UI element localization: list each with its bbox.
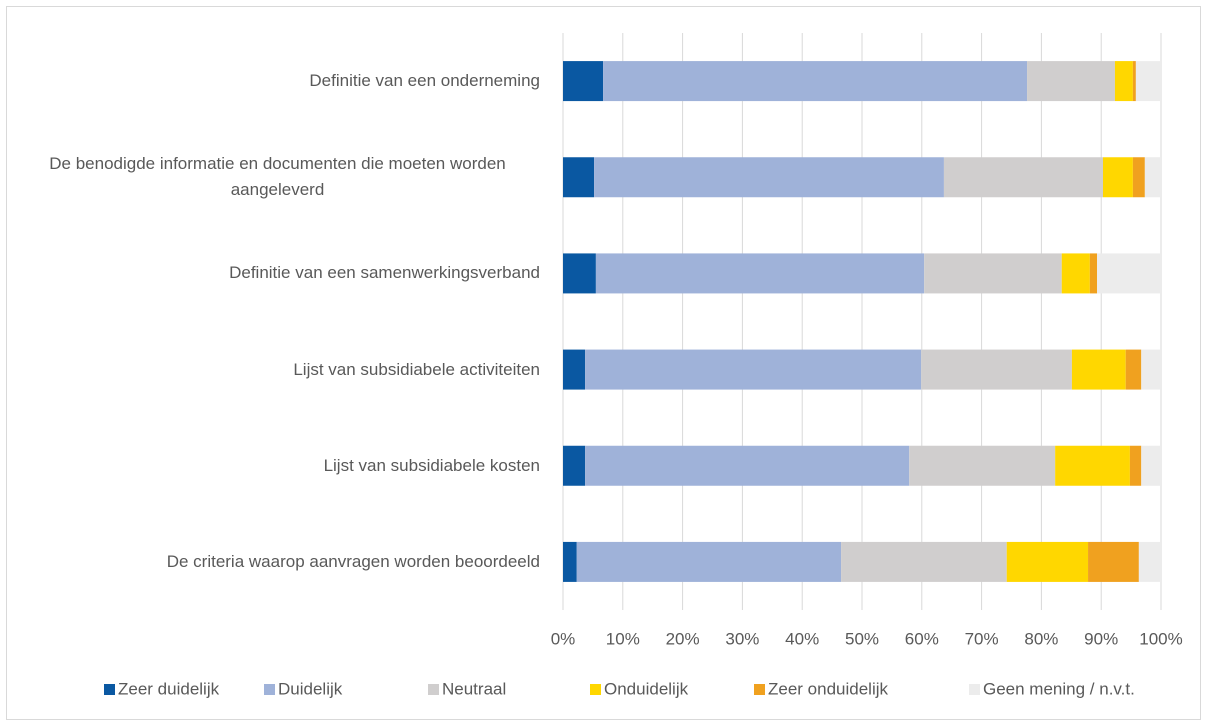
bar-segment bbox=[1027, 61, 1115, 102]
bar-segment bbox=[1097, 253, 1161, 294]
bar-segment bbox=[595, 253, 925, 294]
bar-segment bbox=[603, 61, 1028, 102]
bar-segment bbox=[1141, 349, 1161, 390]
x-tick-label: 50% bbox=[845, 629, 879, 648]
bar-segment bbox=[563, 541, 577, 582]
legend-swatch bbox=[590, 684, 601, 695]
bar-segment bbox=[585, 349, 922, 390]
legend-label: Geen mening / n.v.t. bbox=[983, 679, 1135, 698]
y-tick-label: Lijst van subsidiabele activiteiten bbox=[293, 359, 540, 379]
bar-segment bbox=[563, 445, 586, 486]
bar-segment bbox=[1089, 253, 1098, 294]
legend-label: Zeer onduidelijk bbox=[768, 679, 889, 698]
legend-swatch bbox=[969, 684, 980, 695]
y-tick-label: Lijst van subsidiabele kosten bbox=[323, 455, 540, 475]
legend-label: Zeer duidelijk bbox=[118, 679, 220, 698]
bar-segment bbox=[1114, 61, 1133, 102]
bar-segment bbox=[1061, 253, 1090, 294]
bar-segment bbox=[1088, 541, 1139, 582]
legend-swatch bbox=[104, 684, 115, 695]
x-tick-label: 80% bbox=[1024, 629, 1058, 648]
category-label-box: Lijst van subsidiabele kosten bbox=[15, 453, 540, 479]
bar-segment bbox=[1102, 157, 1133, 198]
legend-label: Neutraal bbox=[442, 679, 506, 698]
legend-swatch bbox=[264, 684, 275, 695]
bar-segment bbox=[1071, 349, 1126, 390]
category-label-box: Lijst van subsidiabele activiteiten bbox=[15, 357, 540, 383]
bar-segment bbox=[1006, 541, 1089, 582]
bar-segment bbox=[841, 541, 1007, 582]
bar-segment bbox=[563, 253, 596, 294]
bar-segment bbox=[563, 349, 586, 390]
bar-segment bbox=[921, 349, 1072, 390]
category-label-box: De criteria waarop aanvragen worden beoo… bbox=[15, 549, 540, 575]
y-tick-label: Definitie van een samenwerkingsverband bbox=[229, 263, 540, 283]
x-tick-label: 100% bbox=[1139, 629, 1182, 648]
bar-segment bbox=[563, 61, 604, 102]
legend-swatch bbox=[428, 684, 439, 695]
bar-segment bbox=[563, 157, 595, 198]
bar-segment bbox=[909, 445, 1056, 486]
category-label-box: Definitie van een onderneming bbox=[15, 68, 540, 94]
bar-segment bbox=[924, 253, 1062, 294]
category-label-box: De benodigde informatie en documenten di… bbox=[15, 151, 540, 203]
bar-segment bbox=[943, 157, 1103, 198]
bar-segment bbox=[1055, 445, 1130, 486]
x-tick-label: 90% bbox=[1084, 629, 1118, 648]
x-tick-label: 20% bbox=[666, 629, 700, 648]
bar-segment bbox=[1132, 157, 1145, 198]
y-tick-label: De benodigde informatie en documenten di… bbox=[49, 154, 506, 200]
legend-label: Duidelijk bbox=[278, 679, 343, 698]
bar-segment bbox=[1129, 445, 1142, 486]
legend-label: Onduidelijk bbox=[604, 679, 689, 698]
bar-segment bbox=[594, 157, 944, 198]
bar-segment bbox=[1132, 61, 1136, 102]
x-tick-label: 60% bbox=[905, 629, 939, 648]
bar-segment bbox=[1141, 445, 1161, 486]
bar-segment bbox=[585, 445, 910, 486]
x-tick-label: 70% bbox=[965, 629, 999, 648]
bar-segment bbox=[1125, 349, 1142, 390]
legend-swatch bbox=[754, 684, 765, 695]
y-tick-label: De criteria waarop aanvragen worden beoo… bbox=[166, 551, 540, 571]
x-tick-label: 30% bbox=[725, 629, 759, 648]
bar-segment bbox=[1144, 157, 1161, 198]
bar-segment bbox=[576, 541, 842, 582]
bar-segment bbox=[1135, 61, 1161, 102]
bar-segment bbox=[1138, 541, 1161, 582]
x-tick-label: 40% bbox=[785, 629, 819, 648]
y-tick-label: Definitie van een onderneming bbox=[309, 71, 540, 91]
category-label-box: Definitie van een samenwerkingsverband bbox=[15, 260, 540, 286]
x-tick-label: 10% bbox=[606, 629, 640, 648]
x-tick-label: 0% bbox=[551, 629, 576, 648]
